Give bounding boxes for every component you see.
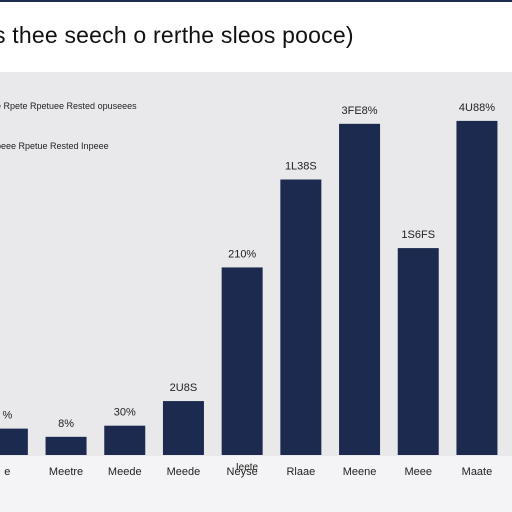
data-label-5: 210% [228, 248, 256, 260]
legend-entry-2: peee Rpetue Rested Inpeee [0, 141, 109, 151]
top-border [0, 0, 512, 2]
x-tick-label-6: Rlaae [286, 466, 315, 478]
x-axis-title: Ieete [235, 462, 259, 473]
bar-3 [104, 425, 146, 455]
bar-5 [221, 267, 263, 455]
data-label-8: 1S6FS [401, 229, 435, 241]
x-tick-label-9: Maate [462, 466, 493, 478]
bar-9 [456, 120, 498, 456]
data-label-4: 2U8S [170, 382, 198, 394]
x-tick-label-8: Meee [404, 466, 432, 478]
data-label-6: 1L38S [285, 161, 317, 173]
x-tick-label-7: Meene [343, 466, 377, 478]
data-label-1: % [2, 410, 12, 422]
legend: e Rpete Rpetuee Rested opuseees peee Rpet… [0, 101, 137, 151]
bar-1 [0, 428, 28, 455]
bar-2 [45, 436, 87, 455]
x-tick-label-5: Neyse [227, 466, 258, 478]
legend-entry-1: e Rpete Rpetuee Rested opuseees [0, 101, 137, 111]
x-tick-label-2: Meetre [49, 466, 83, 478]
data-label-7: 3FE8% [342, 105, 378, 117]
bar-6 [280, 179, 322, 455]
x-tick-label-3: Meede [108, 466, 142, 478]
chart-header [0, 2, 512, 72]
bar-8 [397, 248, 439, 455]
x-tick-label-4: Meede [167, 466, 201, 478]
chart-title: s thee seech o rerthe sleos pooce) [0, 22, 354, 48]
bar-series: % e 8% Meetre 30% Meede 2U8S Meede 210% Neyse 1L38… [0, 102, 498, 478]
data-label-3: 30% [114, 407, 136, 419]
bar-7 [339, 123, 381, 456]
bar-4 [162, 401, 204, 455]
data-label-2: 8% [58, 418, 74, 430]
x-tick-label-1: e [4, 466, 10, 478]
data-label-9: 4U88% [459, 102, 495, 114]
